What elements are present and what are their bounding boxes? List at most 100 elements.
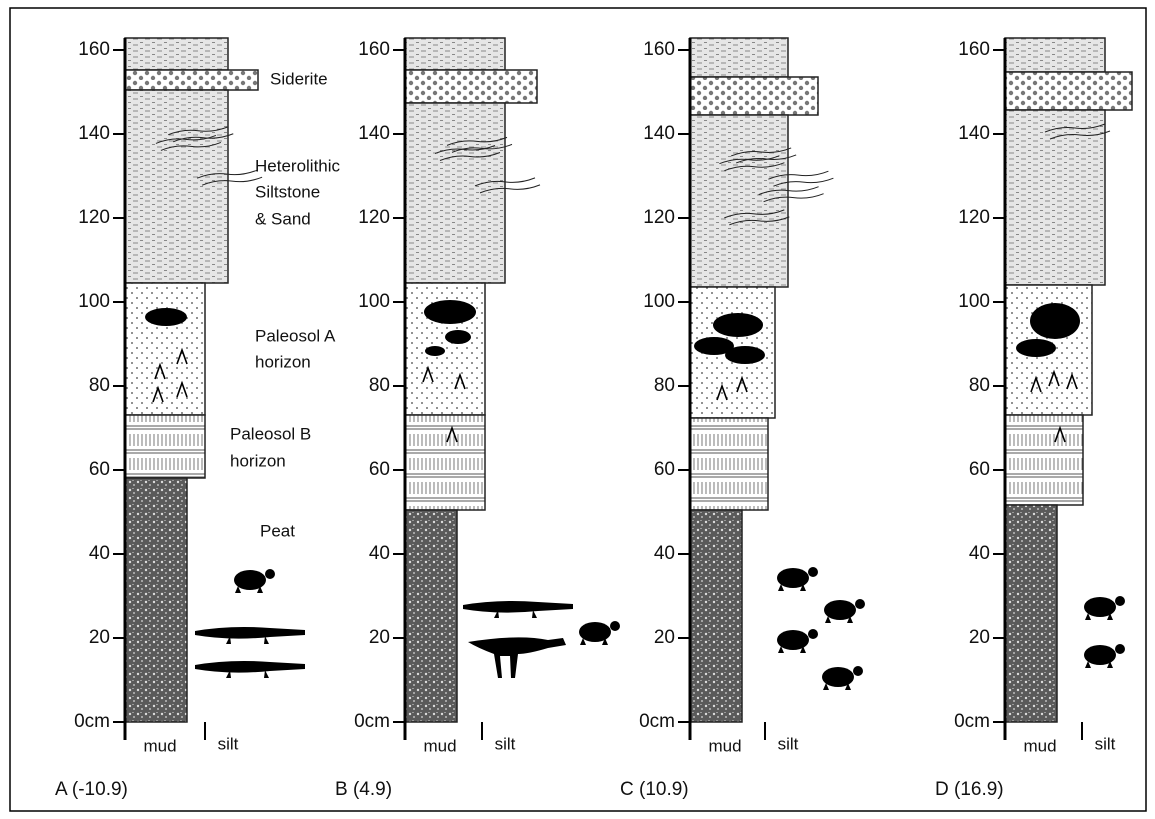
tick-label: 120 [643, 207, 675, 228]
heterolithic-layer [125, 90, 228, 283]
turtle-shell [777, 568, 809, 588]
column-label: A (-10.9) [55, 779, 128, 800]
croc-icon [195, 627, 305, 644]
peat-layer [125, 478, 187, 722]
nodule [145, 308, 187, 326]
layer-label: horizon [230, 451, 286, 470]
footer-mud: mud [143, 736, 176, 755]
mud-layer [125, 38, 228, 70]
layer-label: Paleosol B [230, 424, 311, 443]
turtle-icon [234, 569, 275, 593]
turtle-shell [1084, 597, 1116, 617]
paleosol-b-layer [1005, 415, 1083, 505]
tick-label: 20 [654, 627, 675, 648]
layer-label: & Sand [255, 209, 311, 228]
peat-layer [690, 510, 742, 722]
turtle-head [610, 621, 620, 631]
layer-label: Siderite [270, 69, 328, 88]
nodule [425, 346, 445, 356]
turtle-head [265, 569, 275, 579]
paleosol-b-layer [690, 418, 768, 510]
turtle-icon [777, 567, 818, 591]
tick-label: 80 [369, 375, 390, 396]
turtle-head [1115, 596, 1125, 606]
tick-label: 80 [654, 375, 675, 396]
heterolithic-layer [405, 103, 505, 283]
turtle-icon [579, 621, 620, 645]
turtle-head [1115, 644, 1125, 654]
tick-label: 0cm [954, 711, 990, 732]
turtle-head [808, 567, 818, 577]
tick-label: 60 [89, 459, 110, 480]
layer-label: horizon [255, 352, 311, 371]
tick-label: 140 [358, 123, 390, 144]
tick-label: 100 [358, 291, 390, 312]
nodule [713, 313, 763, 337]
tick-label: 40 [969, 543, 990, 564]
nodule [445, 330, 471, 344]
tick-label: 80 [969, 375, 990, 396]
paleosol-b-layer [405, 415, 485, 510]
layer-label: Siltstone [255, 182, 320, 201]
nodule [725, 346, 765, 364]
tick-label: 60 [369, 459, 390, 480]
dino-body [468, 637, 566, 678]
footer-mud: mud [1023, 736, 1056, 755]
tick-label: 120 [78, 207, 110, 228]
siderite-layer [1005, 72, 1132, 110]
tick-label: 0cm [639, 711, 675, 732]
turtle-icon [1084, 596, 1125, 620]
peat-layer [1005, 505, 1057, 722]
tick-label: 100 [958, 291, 990, 312]
mud-layer [405, 38, 505, 70]
tick-label: 140 [643, 123, 675, 144]
mud-layer [690, 38, 788, 77]
footer-silt: silt [778, 734, 799, 753]
tick-label: 20 [969, 627, 990, 648]
tick-label: 40 [654, 543, 675, 564]
tick-label: 140 [958, 123, 990, 144]
turtle-icon [1084, 644, 1125, 668]
nodule [1030, 303, 1080, 339]
layer-label: Paleosol A [255, 326, 336, 345]
footer-mud: mud [708, 736, 741, 755]
tick-label: 60 [654, 459, 675, 480]
tick-label: 60 [969, 459, 990, 480]
turtle-shell [579, 622, 611, 642]
tick-label: 160 [358, 39, 390, 60]
turtle-icon [822, 666, 863, 690]
paleosol-a-layer [125, 283, 205, 415]
siderite-layer [125, 70, 258, 90]
turtle-head [808, 629, 818, 639]
turtle-head [853, 666, 863, 676]
croc-icon [463, 601, 573, 618]
heterolithic-layer [1005, 110, 1105, 285]
tick-label: 140 [78, 123, 110, 144]
tick-label: 100 [78, 291, 110, 312]
column-label: B (4.9) [335, 779, 392, 800]
nodule [424, 300, 476, 324]
croc-body [195, 627, 305, 639]
turtle-icon [824, 599, 865, 623]
heterolithic-layer [690, 115, 788, 287]
siderite-layer [690, 77, 818, 115]
siderite-layer [405, 70, 537, 103]
tick-label: 160 [643, 39, 675, 60]
croc-body [463, 601, 573, 613]
croc-icon [195, 661, 305, 678]
figure: 160 140 120 100 80 60 40 20 0cm mud silt A (-10.9) 1… [0, 0, 1155, 819]
mud-layer [1005, 38, 1105, 72]
tick-label: 40 [369, 543, 390, 564]
dinosaur-icon [468, 637, 566, 678]
turtle-shell [822, 667, 854, 687]
tick-label: 120 [958, 207, 990, 228]
layer-label: Heterolithic [255, 156, 341, 175]
turtle-shell [777, 630, 809, 650]
tick-label: 0cm [74, 711, 110, 732]
tick-label: 160 [78, 39, 110, 60]
tick-label: 80 [89, 375, 110, 396]
footer-silt: silt [218, 734, 239, 753]
footer-silt: silt [1095, 734, 1116, 753]
turtle-head [855, 599, 865, 609]
tick-label: 100 [643, 291, 675, 312]
